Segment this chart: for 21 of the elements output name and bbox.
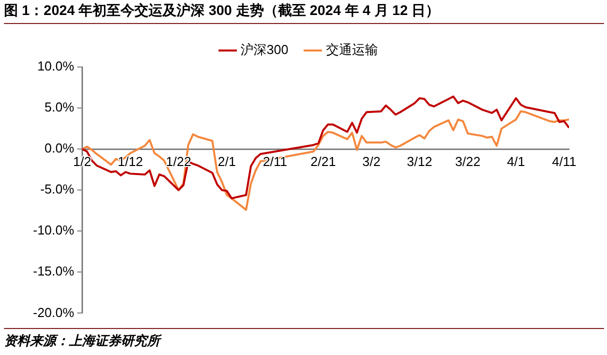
x-tick-label: 4/11 xyxy=(552,154,576,170)
chart-title: 图 1：2024 年初至今交运及沪深 300 走势（截至 2024 年 4 月 12 日） xyxy=(4,2,604,24)
y-tick-label: 10.0% xyxy=(37,58,75,74)
x-tick-label: 3/2 xyxy=(362,154,380,170)
x-tick-label: 1/12 xyxy=(118,154,144,170)
x-tick-label: 3/12 xyxy=(406,154,432,170)
x-tick-label: 3/22 xyxy=(455,154,480,170)
x-tick-label: 1/2 xyxy=(73,154,92,170)
text: 资料来源：上海证券研究所 xyxy=(4,328,604,350)
x-tick-label: 2/1 xyxy=(218,154,236,170)
y-tick-label: -20.0% xyxy=(32,304,75,320)
x-tick-label: 2/11 xyxy=(262,154,288,170)
y-tick-label: -5.0% xyxy=(40,182,75,197)
legend-label: 沪深300 xyxy=(240,42,288,58)
y-tick-label: -10.0% xyxy=(32,222,75,238)
y-tick-label: 5.0% xyxy=(44,100,75,115)
y-tick-label: 0.0% xyxy=(44,140,75,156)
legend-label: 交通运输 xyxy=(326,42,378,58)
x-tick-label: 4/1 xyxy=(506,154,526,170)
x-tick-label: 2/21 xyxy=(310,154,336,170)
y-tick-label: -15.0% xyxy=(32,264,75,279)
